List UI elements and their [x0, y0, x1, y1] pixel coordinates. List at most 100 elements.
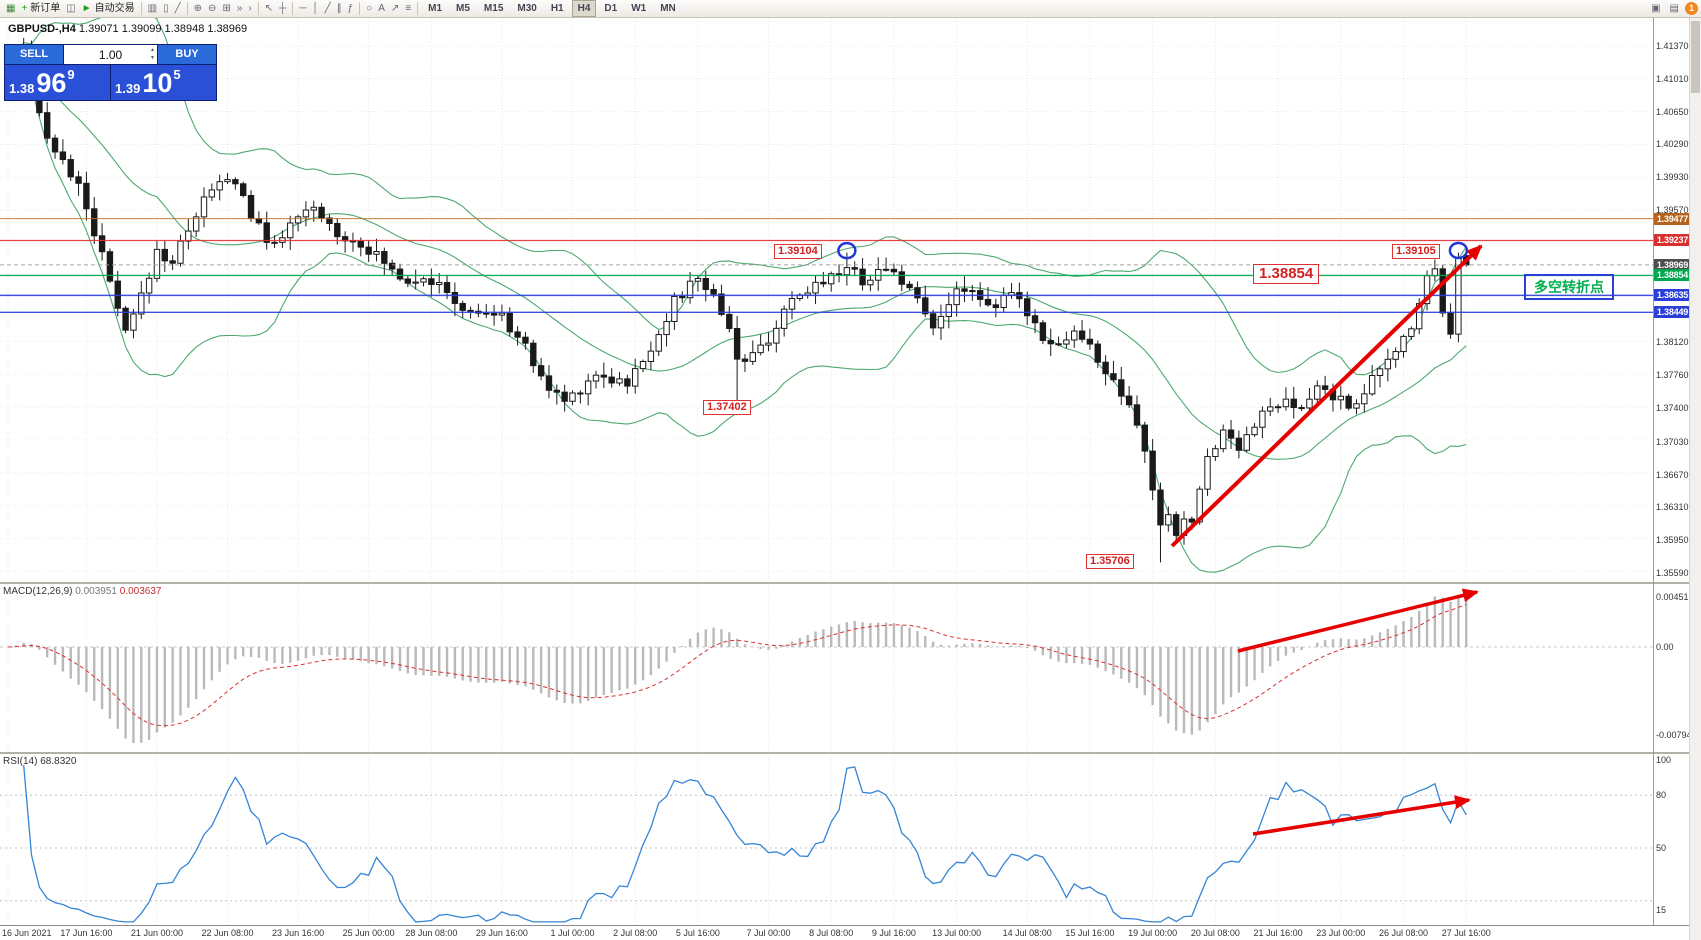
trend-arrow	[1237, 588, 1479, 653]
arrow-object-icon[interactable]: ↗	[388, 1, 402, 16]
horizontal-line-icon: ─	[299, 3, 307, 14]
new-chart-icon[interactable]: ▦	[3, 1, 18, 16]
chart-shift-icon[interactable]: ›	[245, 1, 254, 16]
macd-panel-separator[interactable]	[0, 582, 1701, 584]
tile-windows-icon: ⊞	[222, 3, 231, 14]
rsi-indicator-label: RSI(14) 68.8320	[3, 756, 77, 767]
bar-chart-icon: ▥	[147, 3, 158, 14]
auto-scroll-icon: »	[236, 3, 243, 14]
line-chart-icon[interactable]: ╱	[172, 1, 184, 16]
sell-price-major: 1.38	[9, 81, 35, 96]
text-label-icon: A	[378, 3, 385, 14]
alerts-icon[interactable]: ▣	[1648, 1, 1663, 16]
candlestick-chart-icon: ▯	[163, 3, 169, 14]
trendline-icon: ╱	[324, 3, 331, 14]
buy-button[interactable]: BUY	[158, 45, 216, 64]
highlight-circle	[1448, 241, 1469, 260]
toolbar-separator	[292, 2, 294, 15]
auto-trading-button[interactable]: ► 自动交易	[79, 1, 138, 16]
timeframe-button-w1[interactable]: W1	[631, 3, 647, 14]
auto-trading-button-label: 自动交易	[94, 3, 135, 14]
new-order-button[interactable]: + 新订单	[18, 1, 63, 16]
auto-trading-button: ►	[81, 3, 92, 14]
fibonacci-icon[interactable]: ƒ	[345, 1, 357, 16]
trendline-icon[interactable]: ╱	[322, 1, 334, 16]
sell-price-display[interactable]: 1.38 96 9	[5, 65, 110, 100]
new-order-button-label: 新订单	[30, 3, 61, 14]
one-click-trading-panel: SELL 1.00 ▲ ▼ BUY 1.38 96 9 1.39 10 5	[4, 44, 217, 101]
text-label-icon[interactable]: A	[375, 1, 388, 16]
sell-price-point: 9	[67, 67, 75, 82]
time-axis-strip	[0, 925, 1701, 940]
candlestick-chart-icon[interactable]: ▯	[160, 1, 172, 16]
symbol-ohlc-readout: GBPUSD-,H4 1.39071 1.39099 1.38948 1.389…	[8, 23, 247, 35]
macd-indicator-label: MACD(12,26,9) 0.003951 0.003637	[3, 586, 162, 597]
cursor-icon[interactable]: ↖	[262, 1, 276, 16]
notification-badge[interactable]: 1	[1685, 2, 1698, 15]
channel-icon: ∥	[336, 3, 342, 14]
horizontal-line-icon[interactable]: ─	[296, 1, 309, 16]
buy-price-major: 1.39	[115, 81, 141, 96]
candles-layer	[4, 37, 1470, 563]
chart-profiles-icon: ◫	[66, 3, 76, 14]
timeframe-button-d1[interactable]: D1	[604, 3, 618, 14]
indicator-list-icon[interactable]: ≡	[402, 1, 414, 16]
tile-windows-icon[interactable]: ⊞	[219, 1, 233, 16]
cursor-icon: ↖	[264, 3, 274, 14]
symbol-name: GBPUSD-,H4	[8, 23, 76, 35]
buy-price-display[interactable]: 1.39 10 5	[111, 65, 216, 100]
toolbar-separator	[186, 2, 188, 15]
sell-button[interactable]: SELL	[5, 45, 63, 64]
bollinger-bands-layer	[15, 3, 1467, 573]
toolbar-separator	[140, 2, 142, 15]
timeframe-button-m5[interactable]: M5	[456, 3, 470, 14]
trend-arrow	[1170, 244, 1483, 548]
bar-chart-icon[interactable]: ▥	[145, 1, 160, 16]
macd-layer	[7, 592, 1468, 743]
timeframe-button-m30[interactable]: M30	[517, 3, 537, 14]
shapes-icon[interactable]: ○	[363, 1, 375, 16]
crosshair-icon[interactable]: ┼	[276, 1, 289, 16]
scrollbar-thumb[interactable]	[1691, 21, 1700, 93]
volume-value: 1.00	[98, 47, 123, 62]
vertical-scrollbar[interactable]	[1689, 18, 1701, 940]
vertical-line-icon[interactable]: │	[309, 1, 321, 16]
timeframe-button-m15[interactable]: M15	[483, 3, 504, 14]
timeframe-button-h1[interactable]: H1	[550, 3, 564, 14]
ohlc-values: 1.39071 1.39099 1.38948 1.38969	[78, 23, 248, 35]
channel-icon[interactable]: ∥	[334, 1, 345, 16]
volume-input[interactable]: 1.00 ▲ ▼	[64, 45, 157, 64]
chart-profiles-icon[interactable]: ◫	[63, 1, 78, 16]
auto-scroll-icon[interactable]: »	[234, 1, 246, 16]
depth-of-market-icon[interactable]: ▤	[1667, 1, 1682, 16]
buy-price-point: 5	[173, 67, 181, 82]
indicator-list-icon: ≡	[405, 3, 412, 14]
rsi-layer	[23, 765, 1467, 923]
timeframe-button-mn[interactable]: MN	[660, 3, 676, 14]
zoom-out-icon[interactable]: ⊖	[205, 1, 219, 16]
timeframe-button-h4[interactable]: H4	[571, 0, 597, 17]
new-chart-icon: ▦	[6, 3, 16, 14]
toolbar-separator	[359, 2, 361, 15]
trend-arrow	[1252, 795, 1471, 836]
depth-of-market-icon: ▤	[1669, 3, 1679, 14]
crosshair-icon: ┼	[279, 3, 287, 14]
shapes-icon: ○	[366, 3, 373, 14]
volume-stepper[interactable]: ▲ ▼	[150, 47, 155, 61]
sell-price-pips: 96	[36, 68, 67, 98]
timeframe-button-m1[interactable]: M1	[428, 3, 443, 14]
rsi-panel-separator[interactable]	[0, 752, 1701, 754]
chart-shift-icon: ›	[248, 3, 252, 14]
zoom-out-icon: ⊖	[208, 3, 217, 14]
horizontal-lines-layer[interactable]	[0, 218, 1653, 314]
price-axis-border	[1653, 18, 1654, 925]
vertical-line-icon: │	[312, 3, 319, 14]
buy-price-pips: 10	[142, 68, 173, 98]
drawing-objects-layer[interactable]	[837, 241, 1483, 836]
zoom-in-icon: ⊕	[193, 3, 203, 14]
zoom-in-icon[interactable]: ⊕	[191, 1, 205, 16]
toolbar-separator	[417, 2, 419, 15]
line-chart-icon: ╱	[174, 3, 181, 14]
